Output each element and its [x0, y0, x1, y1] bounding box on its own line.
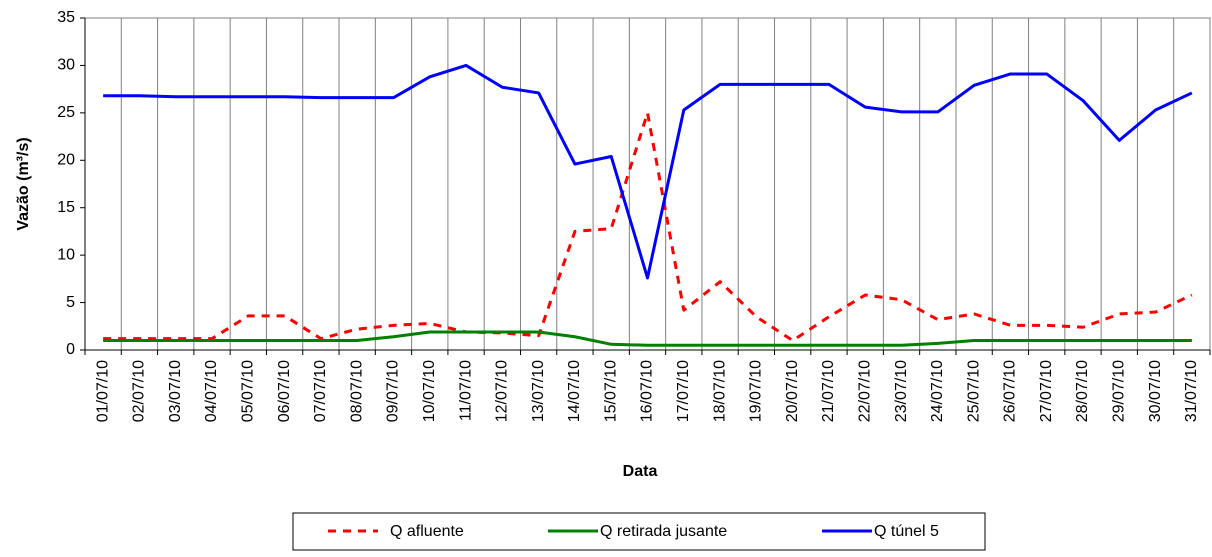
y-tick-label: 35	[57, 9, 75, 26]
x-tick-label: 18/07/10	[711, 360, 728, 422]
x-tick-label: 06/07/10	[276, 360, 293, 422]
x-tick-label: 09/07/10	[385, 360, 402, 422]
x-tick-label: 11/07/10	[457, 360, 474, 421]
x-tick-label: 16/07/10	[639, 360, 656, 422]
x-tick-label: 31/07/10	[1183, 360, 1200, 422]
x-tick-label: 21/07/10	[820, 360, 837, 422]
data-line	[103, 330, 1192, 347]
data-line	[103, 63, 1193, 280]
x-tick-label: 25/07/10	[965, 360, 982, 422]
x-axis-title: Data	[623, 463, 658, 480]
x-tick-label: 02/07/10	[131, 360, 148, 422]
x-tick-label: 10/07/10	[421, 360, 438, 422]
x-tick-label: 01/07/10	[94, 360, 111, 422]
y-tick-label: 25	[57, 104, 75, 121]
x-tick-label: 26/07/10	[1002, 360, 1019, 422]
x-tick-label: 28/07/10	[1074, 360, 1091, 422]
x-tick-label: 07/07/10	[312, 360, 329, 422]
y-axis-title: Vazão (m³/s)	[15, 137, 32, 230]
y-tick-label: 0	[66, 341, 75, 358]
x-tick-label: 29/07/10	[1110, 360, 1127, 422]
y-tick-label: 15	[57, 199, 75, 216]
x-tick-label: 30/07/10	[1147, 360, 1164, 422]
x-tick-label: 24/07/10	[929, 360, 946, 422]
y-tick-label: 20	[57, 152, 75, 169]
x-tick-label: 03/07/10	[167, 360, 184, 422]
x-tick-label: 04/07/10	[203, 360, 220, 422]
legend-label: Q retirada jusante	[600, 523, 727, 540]
legend-label: Q túnel 5	[874, 523, 939, 540]
x-tick-label: 23/07/10	[893, 360, 910, 422]
x-tick-label: 14/07/10	[566, 360, 583, 422]
x-tick-label: 20/07/10	[784, 360, 801, 422]
plot-area	[84, 17, 1211, 351]
x-tick-label: 08/07/10	[348, 360, 365, 422]
x-tick-label: 19/07/10	[748, 360, 765, 422]
x-tick-label: 22/07/10	[856, 360, 873, 422]
legend-label: Q afluente	[390, 523, 464, 540]
x-tick-label: 12/07/10	[494, 360, 511, 422]
x-tick-label: 13/07/10	[530, 360, 547, 422]
y-tick-label: 5	[66, 294, 75, 311]
x-tick-label: 27/07/10	[1038, 360, 1055, 422]
y-tick-label: 10	[57, 246, 75, 263]
x-tick-label: 17/07/10	[675, 360, 692, 422]
x-tick-label: 05/07/10	[240, 360, 257, 422]
x-tick-label: 15/07/10	[602, 360, 619, 422]
y-tick-label: 30	[57, 57, 75, 74]
